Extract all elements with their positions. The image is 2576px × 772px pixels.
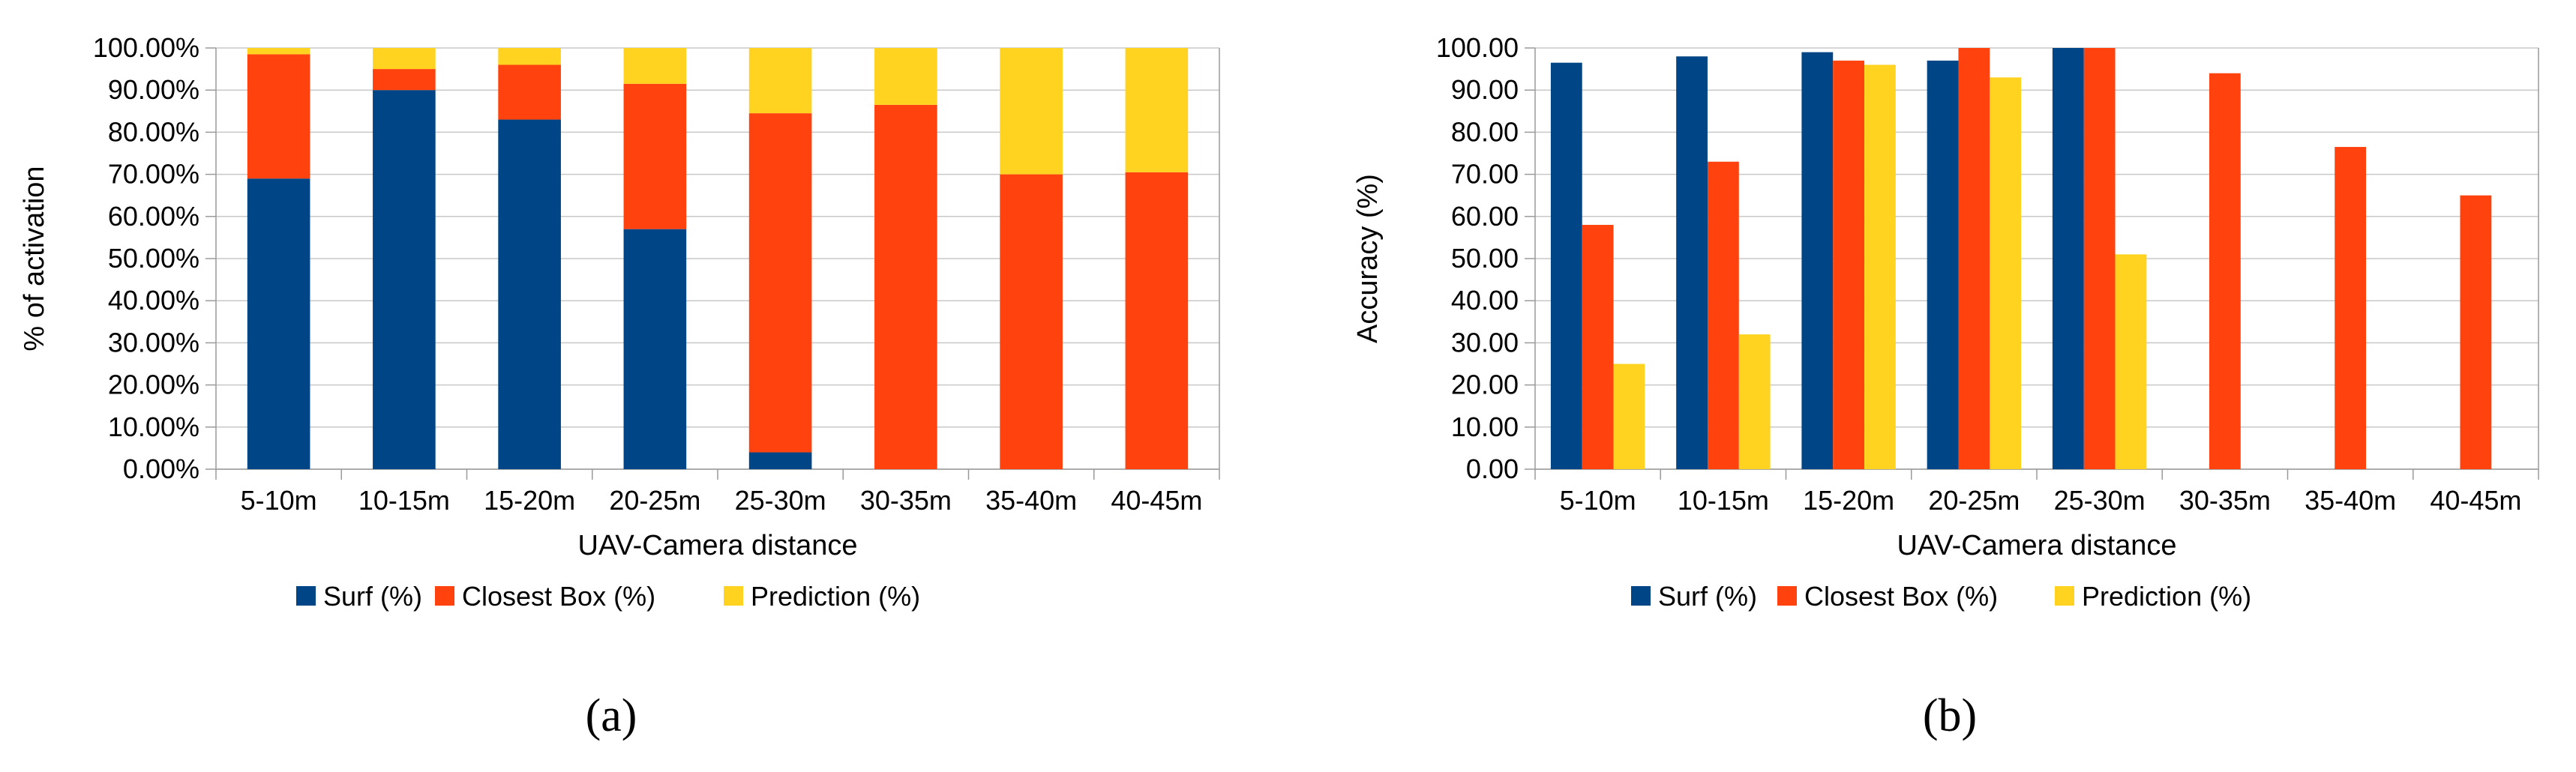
bar <box>1582 225 1614 469</box>
bar-segment <box>623 229 687 469</box>
y-tick-label: 40.00 <box>1451 285 1519 316</box>
panel-caption: (a) <box>586 690 637 741</box>
bar <box>1738 334 1771 469</box>
y-tick-label: 30.00 <box>1451 327 1519 358</box>
y-tick-label: 0.00% <box>123 453 199 484</box>
chart-b: 0.00 10.00 20.00 30.00 40.00 50.00 60.00 70.00 8… <box>1352 32 2539 741</box>
legend-swatch <box>1777 586 1797 606</box>
legend-swatch <box>435 586 454 606</box>
bar-segment <box>748 452 812 469</box>
bar <box>2083 48 2116 469</box>
x-tick-label: 25-30m <box>735 485 826 516</box>
bar <box>1707 161 1739 470</box>
bar-segment <box>247 48 310 55</box>
bar-segment <box>498 119 561 470</box>
legend-label: Closest Box (%) <box>1804 581 1998 612</box>
x-tick-label: 25-30m <box>2054 485 2146 516</box>
y-tick-label: 100.00% <box>93 32 199 63</box>
x-tick-label: 15-20m <box>1803 485 1894 516</box>
x-tick-label: 30-35m <box>860 485 952 516</box>
bar <box>2115 254 2147 469</box>
legend-label: Prediction (%) <box>2082 581 2251 612</box>
legend-label: Closest Box (%) <box>462 581 655 612</box>
y-tick-label: 100.00 <box>1436 32 1519 63</box>
y-tick-label: 70.00 <box>1451 159 1519 190</box>
y-tick-label: 80.00% <box>108 116 199 147</box>
y-tick-label: 60.00 <box>1451 201 1519 232</box>
y-tick-label: 40.00% <box>108 285 199 316</box>
bar-segment <box>623 83 687 229</box>
bar <box>2335 147 2367 469</box>
bar <box>1613 364 1645 469</box>
bar <box>2052 48 2084 469</box>
legend-swatch <box>296 586 316 606</box>
y-tick-label: 10.00 <box>1451 411 1519 442</box>
x-tick-label: 20-25m <box>609 485 700 516</box>
y-tick-label: 20.00 <box>1451 370 1519 400</box>
bar-segment <box>874 104 937 469</box>
y-tick-label: 90.00 <box>1451 74 1519 105</box>
y-tick-label: 0.00 <box>1466 453 1519 484</box>
x-tick-label: 35-40m <box>985 485 1077 516</box>
bar-segment <box>1000 174 1063 469</box>
x-tick-label: 5-10m <box>241 485 317 516</box>
x-tick-label: 15-20m <box>484 485 575 516</box>
bar-segment <box>373 69 436 91</box>
x-axis-label: UAV-Camera distance <box>577 530 857 561</box>
bar <box>1958 48 1990 469</box>
x-tick-label: 40-45m <box>2430 485 2521 516</box>
x-tick-label: 35-40m <box>2305 485 2396 516</box>
y-tick-label: 80.00 <box>1451 116 1519 147</box>
x-axis-label: UAV-Camera distance <box>1897 530 2176 561</box>
legend-label: Surf (%) <box>323 581 422 612</box>
y-tick-label: 50.00% <box>108 243 199 274</box>
x-tick-label: 20-25m <box>1928 485 2020 516</box>
bar <box>1676 56 1708 470</box>
bar-segment <box>623 48 687 84</box>
bar-segment <box>373 90 436 469</box>
legend-label: Surf (%) <box>1658 581 1757 612</box>
bar-segment <box>247 54 310 179</box>
y-tick-label: 10.00% <box>108 411 199 442</box>
chart-a: 0.00% 10.00% 20.00% 30.00% 40.00% 50.00% 60.00… <box>19 32 1220 741</box>
bar-segment <box>373 48 436 70</box>
y-tick-label: 70.00% <box>108 159 199 190</box>
bar-segment <box>247 178 310 469</box>
bar-segment <box>748 48 812 114</box>
bar-segment <box>498 64 561 120</box>
bar-segment <box>1125 48 1189 172</box>
bar-segment <box>748 113 812 453</box>
y-axis-label: % of activation <box>19 166 50 351</box>
bar <box>1927 60 1959 470</box>
bar <box>1801 52 1834 470</box>
legend-swatch <box>2055 586 2074 606</box>
y-tick-label: 30.00% <box>108 327 199 358</box>
x-tick-label: 30-35m <box>2179 485 2271 516</box>
legend-swatch <box>724 586 743 606</box>
x-tick-label: 10-15m <box>1678 485 1769 516</box>
bar-segment <box>874 48 937 105</box>
bar <box>1864 64 1896 470</box>
bar <box>1833 60 1865 470</box>
y-tick-label: 60.00% <box>108 201 199 232</box>
x-tick-label: 40-45m <box>1111 485 1202 516</box>
legend-label: Prediction (%) <box>751 581 920 612</box>
y-tick-label: 90.00% <box>108 74 199 105</box>
x-tick-label: 5-10m <box>1560 485 1636 516</box>
y-tick-label: 50.00 <box>1451 243 1519 274</box>
bar <box>1550 62 1582 470</box>
y-tick-label: 20.00% <box>108 370 199 400</box>
legend-swatch <box>1631 586 1651 606</box>
bar <box>2460 195 2492 469</box>
bar-segment <box>1125 172 1189 470</box>
bar-segment <box>1000 48 1063 175</box>
y-axis-label: Accuracy (%) <box>1352 174 1384 343</box>
bar-segment <box>498 48 561 65</box>
panel-caption: (b) <box>1923 690 1977 741</box>
x-tick-label: 10-15m <box>358 485 450 516</box>
bar <box>1990 77 2022 470</box>
bar <box>2209 73 2241 470</box>
